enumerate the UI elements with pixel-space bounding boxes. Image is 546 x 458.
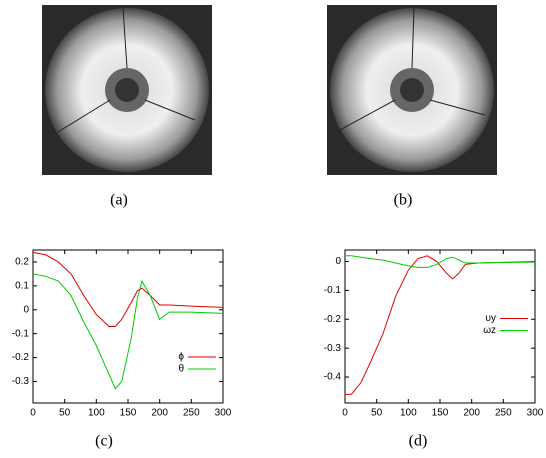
plot-frame	[32, 249, 224, 404]
line	[345, 255, 536, 268]
caption: (a)	[110, 192, 128, 209]
x-tick-label: 200	[463, 408, 480, 419]
y-tick-label: 0.1	[15, 281, 29, 292]
image-b	[327, 5, 497, 175]
line	[345, 255, 536, 395]
y-tick-label: -0.3	[12, 376, 30, 387]
x-tick-label: 0	[342, 408, 348, 419]
y-tick-label: -0.2	[12, 352, 30, 363]
line	[32, 273, 224, 390]
y-tick-label: -0.1	[12, 328, 30, 339]
x-tick-label: 150	[120, 408, 137, 419]
y-tick-label: -0.1	[324, 285, 342, 296]
caption: (c)	[95, 433, 113, 450]
x-tick-label: 50	[59, 408, 71, 419]
legend-label: ϕ	[178, 352, 184, 363]
y-tick-label: -0.4	[324, 372, 342, 383]
caption: (d)	[409, 433, 428, 450]
x-tick-label: 100	[400, 408, 417, 419]
x-tick-label: 100	[88, 408, 105, 419]
y-tick-label: 0	[23, 304, 29, 315]
x-tick-label: 150	[432, 408, 449, 419]
y-tick-label: 0.2	[15, 257, 29, 268]
line	[32, 251, 224, 327]
x-tick-label: 50	[371, 408, 383, 419]
y-tick-label: -0.2	[324, 314, 342, 325]
x-tick-label: 250	[183, 408, 200, 419]
x-tick-label: 300	[527, 408, 544, 419]
legend-label: ωz	[483, 325, 496, 336]
y-tick-label: -0.3	[324, 343, 342, 354]
x-tick-label: 300	[215, 408, 232, 419]
caption: (b)	[394, 192, 413, 209]
plot-frame	[344, 249, 536, 404]
x-tick-label: 0	[30, 408, 36, 419]
legend-label: θ	[178, 364, 184, 375]
x-tick-label: 200	[151, 408, 168, 419]
x-tick-label: 250	[495, 408, 512, 419]
chart: 0.2 0.1 0 -0.1 -0.2 -0.3 0 50 100 150 200 250 300 ϕθ	[12, 249, 232, 419]
legend-label: υy	[486, 313, 496, 324]
y-tick-label: 0	[335, 256, 341, 267]
image-a	[42, 5, 212, 175]
